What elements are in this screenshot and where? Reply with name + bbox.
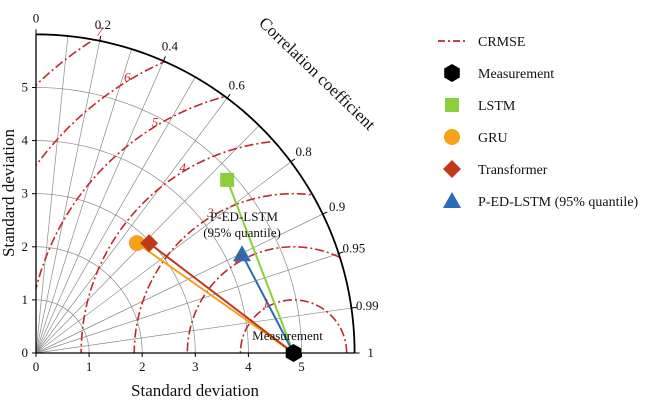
- reference-marker: [285, 344, 302, 362]
- correlation-tick-label: 0.95: [342, 241, 365, 256]
- crmse-label: 6: [124, 69, 131, 84]
- x-tick-label: 4: [245, 359, 252, 374]
- std-gridline: [35, 140, 249, 354]
- model-line: [226, 179, 295, 354]
- x-tick-label: 5: [298, 359, 305, 374]
- legend-label: LSTM: [478, 99, 516, 114]
- correlation-tick-label: 0: [33, 10, 40, 25]
- crmse-arc: [239, 299, 348, 354]
- crmse-arc: [36, 34, 355, 354]
- correlation-tick-label: 0.4: [162, 38, 179, 53]
- legend: CRMSE Measurement LSTM GRU Transformer P-ED-L…: [438, 35, 639, 210]
- legend-swatch: [444, 64, 460, 82]
- legend-label: Transformer: [478, 163, 548, 178]
- crmse-label: 3: [206, 205, 214, 220]
- model-line: [241, 253, 295, 354]
- std-gridline: [35, 299, 90, 354]
- correlation-tick: [322, 211, 328, 215]
- crmse-arc: [133, 192, 355, 354]
- model-line: [136, 242, 295, 354]
- correlation-tick-label: 0.9: [329, 199, 345, 214]
- correlation-tick: [226, 93, 231, 99]
- legend-swatch: [443, 160, 461, 178]
- correlation-tick: [290, 158, 296, 163]
- correlation-tick: [99, 35, 102, 41]
- x-axis-title: Standard deviation: [131, 381, 259, 400]
- y-tick-label: 3: [22, 186, 29, 201]
- y-tick-label: 1: [22, 292, 29, 307]
- y-tick-label: 0: [22, 345, 29, 360]
- model-marker: [140, 234, 159, 253]
- legend-swatch: [443, 192, 461, 208]
- model-lines: [136, 179, 295, 354]
- correlation-tick-label: 0.6: [229, 77, 246, 92]
- legend-label: CRMSE: [478, 35, 525, 50]
- correlation-tick-label: 0.8: [296, 144, 312, 159]
- model-annotation-line1: P-ED-LSTM: [210, 209, 278, 224]
- correlation-tick-label: 0.99: [356, 298, 379, 313]
- legend-label: GRU: [478, 131, 508, 146]
- model-annotation-line2: (95% quantile): [203, 225, 281, 240]
- std-gridline: [35, 246, 143, 354]
- legend-label: Measurement: [478, 67, 554, 82]
- model-marker: [128, 235, 145, 252]
- reference-label: Measurement: [252, 328, 323, 343]
- crmse-arc: [80, 139, 355, 354]
- legend-swatch: [445, 98, 459, 112]
- legend-label: P-ED-LSTM (95% quantile): [478, 195, 639, 210]
- correlation-tick: [338, 251, 344, 254]
- y-axis-title: Standard deviation: [0, 129, 18, 257]
- legend-swatch: [444, 129, 460, 145]
- correlation-tick: [162, 56, 166, 62]
- labels-layer: 1 2 3 4 5 6 7 Measurement: [96, 24, 323, 343]
- correlation-tick-label: 1: [367, 345, 374, 360]
- crmse-label: 2: [235, 250, 242, 265]
- y-tick-label: 4: [22, 133, 29, 148]
- model-marker: [220, 172, 235, 187]
- y-tick-label: 5: [22, 80, 29, 95]
- x-tick-label: 2: [139, 359, 146, 374]
- model-marker: [233, 245, 252, 262]
- crmse-layer: [36, 34, 355, 354]
- x-tick-label: 3: [192, 359, 199, 374]
- x-tick-label: 0: [33, 359, 40, 374]
- x-tick-label: 1: [86, 359, 93, 374]
- outer-arc: [35, 33, 356, 354]
- crmse-label: 4: [179, 160, 186, 175]
- crmse-arc: [36, 86, 355, 354]
- crmse-label: 1: [263, 296, 270, 311]
- model-line: [148, 242, 295, 354]
- correlation-tick-label: 0.2: [95, 17, 111, 32]
- crmse-label: 7: [96, 24, 103, 39]
- crmse-arc: [186, 245, 355, 354]
- correlation-tick: [351, 306, 357, 309]
- model-markers: [128, 172, 302, 362]
- crmse-label: 5: [152, 115, 159, 130]
- crmse-arc: [36, 34, 355, 354]
- y-tick-label: 2: [22, 239, 29, 254]
- correlation-axis-title: Correlation coefficient: [255, 13, 379, 134]
